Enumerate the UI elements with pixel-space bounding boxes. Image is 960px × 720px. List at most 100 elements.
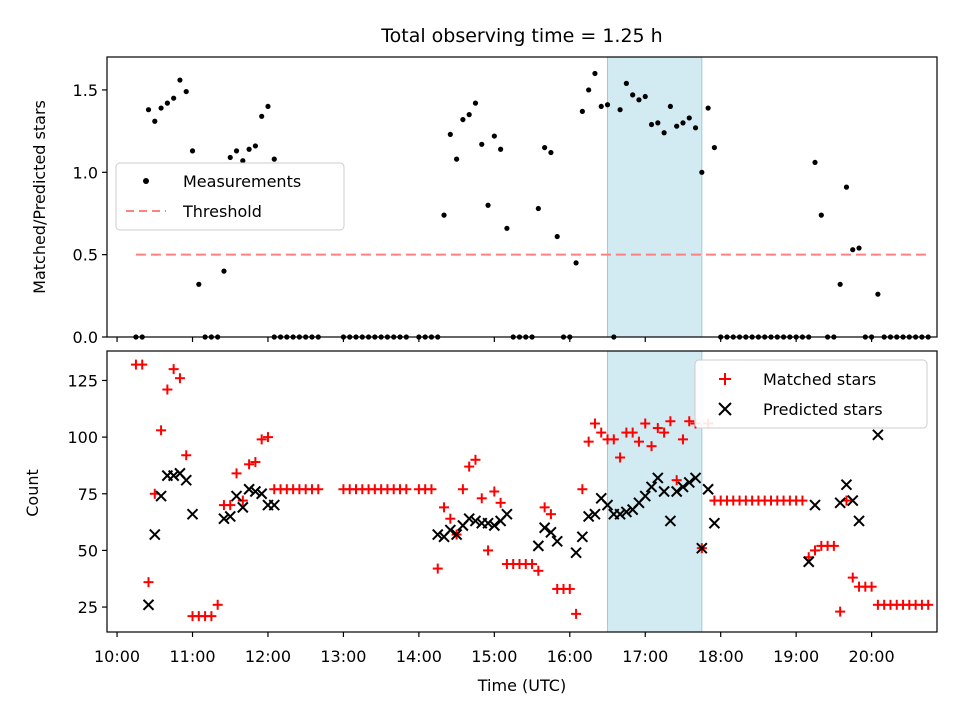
- predicted-star-point: [249, 485, 262, 498]
- predicted-star-point: [167, 469, 180, 482]
- measurement-point: [447, 131, 453, 138]
- predicted-star-point: [488, 519, 501, 532]
- predicted-star-point: [670, 485, 683, 498]
- measurement-point: [655, 120, 661, 126]
- matched-star-point: [262, 432, 273, 443]
- predicted-star-point: [683, 476, 695, 489]
- predicted-star-point: [677, 481, 689, 493]
- measurement-point: [617, 107, 623, 113]
- matched-star-point: [835, 606, 846, 617]
- measurement-point: [598, 103, 604, 110]
- ratio-y-ticks: 0.0 0.5 1.0 1.5: [73, 81, 107, 347]
- matched-star-point: [652, 423, 663, 434]
- predicted-star-point: [463, 512, 475, 525]
- count-panel-frame: [106, 350, 938, 633]
- matched-star-point: [684, 416, 695, 427]
- matched-legend-label: Matched stars: [763, 370, 876, 389]
- matched-star-point: [533, 565, 544, 576]
- measurement-point: [661, 130, 667, 136]
- ratio-y-tick-label: 1.5: [73, 81, 98, 100]
- matched-star-point: [137, 359, 148, 370]
- count-legend: Matched stars Predicted stars: [694, 359, 928, 429]
- measurement-point: [692, 125, 699, 131]
- measurement-point: [686, 115, 692, 121]
- predicted-star-point: [614, 508, 626, 520]
- predicted-star-point: [664, 515, 677, 527]
- measurement-point: [812, 159, 818, 166]
- predicted-star-point: [834, 497, 846, 509]
- predicted-star-point: [809, 499, 821, 511]
- ratio-y-tick-label: 0.5: [73, 246, 98, 265]
- matched-star-point: [483, 545, 494, 556]
- x-tick-label: 13:00: [320, 647, 366, 666]
- x-tick-label: 17:00: [622, 647, 668, 666]
- measurement-point: [680, 120, 686, 126]
- measurement-point: [491, 133, 497, 139]
- ratio-legend: Measurements Threshold: [115, 162, 345, 231]
- predicted-star-point: [589, 508, 601, 520]
- matched-star-point: [545, 509, 556, 520]
- matched-star-point: [231, 468, 242, 479]
- x-tick-label: 14:00: [396, 647, 442, 666]
- x-tick-label: 12:00: [245, 647, 291, 666]
- predicted-star-point: [180, 474, 192, 486]
- matched-star-point: [608, 434, 619, 445]
- measurement-point: [233, 148, 240, 154]
- ratio-x-ticks: [116, 337, 873, 342]
- ratio-legend-box: [115, 162, 345, 231]
- count-x-ticks: 10:00 11:00 12:00 13:00 14:00 15:00 16:00 17:00…: [94, 632, 895, 666]
- matched-star-point: [677, 434, 688, 445]
- ratio-panel: 0.0 0.5 1.0 1.5 Total observing time = 1.25…: [30, 25, 938, 347]
- predicted-star-point: [601, 499, 614, 511]
- measurement-point: [479, 141, 485, 147]
- x-tick-label: 10:00: [94, 647, 140, 666]
- measurement-point: [636, 97, 642, 103]
- predicted-star-point: [853, 515, 865, 527]
- measurement-point: [535, 205, 541, 212]
- measurements-legend-marker: [143, 178, 149, 184]
- predicted-star-point: [708, 517, 721, 529]
- matched-star-point: [577, 484, 588, 495]
- measurement-point: [667, 103, 673, 110]
- matched-star-point: [633, 436, 644, 447]
- matched-star-point: [615, 452, 626, 463]
- matched-star-point: [923, 599, 934, 610]
- predicted-star-point: [652, 472, 664, 484]
- matched-star-point: [646, 441, 657, 452]
- count-legend-box: [694, 359, 928, 429]
- count-y-tick-label: 125: [67, 371, 98, 390]
- predicted-star-point: [224, 510, 236, 523]
- measurement-point: [843, 184, 850, 190]
- chart-title: Total observing time = 1.25 h: [380, 25, 662, 47]
- measurement-points: [133, 70, 931, 340]
- matched-star-point: [244, 459, 255, 470]
- measurement-point: [573, 260, 579, 266]
- matched-star-point: [596, 427, 607, 438]
- matched-star-point: [225, 500, 236, 511]
- predicted-star-point: [230, 490, 243, 502]
- predicted-star-point: [803, 556, 815, 568]
- measurement-point: [586, 87, 592, 93]
- matched-star-point: [470, 454, 481, 465]
- predicted-star-point: [639, 490, 651, 502]
- measurement-point: [554, 233, 560, 240]
- measurement-point: [623, 80, 629, 86]
- x-tick-label: 16:00: [547, 647, 593, 666]
- matched-star-point: [671, 475, 682, 486]
- measurement-point: [158, 105, 164, 111]
- count-y-tick-label: 50: [78, 541, 98, 560]
- measurement-point: [630, 92, 636, 98]
- measurement-point: [196, 281, 202, 287]
- measurement-point: [837, 281, 843, 287]
- matched-star-point: [432, 563, 443, 574]
- measurement-point: [504, 225, 510, 231]
- predicted-star-point: [218, 512, 230, 525]
- matched-star-point: [181, 450, 192, 461]
- x-tick-label: 19:00: [773, 647, 819, 666]
- matched-stars-points: [130, 359, 934, 622]
- matched-star-point: [564, 583, 575, 594]
- measurement-point: [604, 102, 611, 108]
- count-panel: 25 50 75 100 125 10:00 11:00 12:00 13:00 14:00 15…: [23, 350, 938, 695]
- matched-star-point: [439, 502, 450, 513]
